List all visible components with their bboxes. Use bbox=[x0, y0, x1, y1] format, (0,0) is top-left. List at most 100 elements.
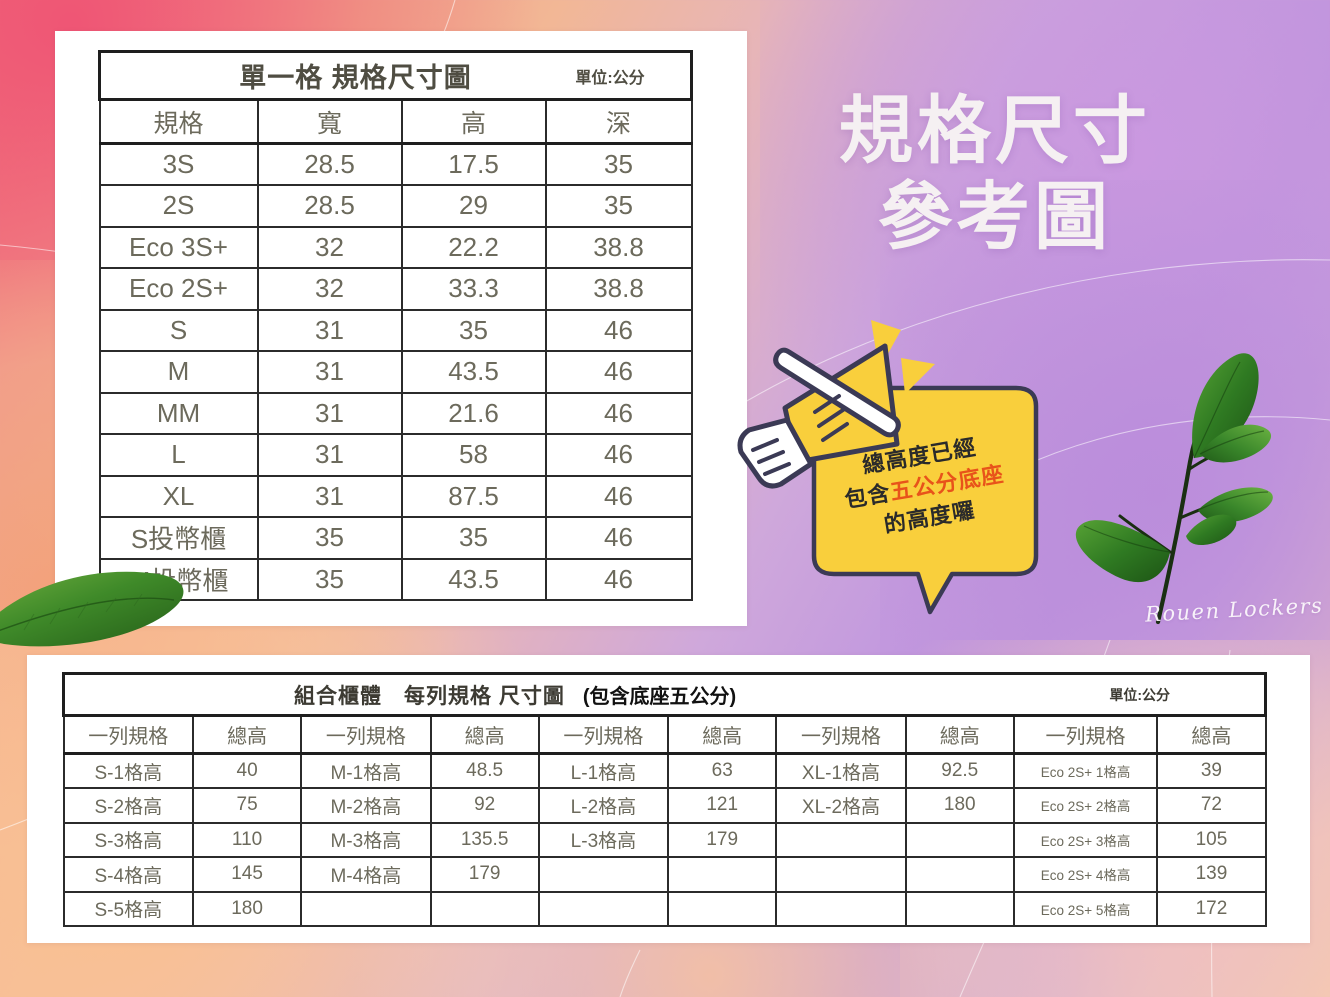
cell-height-xl bbox=[904, 890, 1015, 927]
cell-width: 28.5 bbox=[256, 184, 403, 228]
cell-height: 33.3 bbox=[400, 267, 547, 311]
column-header-total-height-5: 總高 bbox=[1156, 714, 1267, 755]
column-header-row-spec-4: 一列規格 bbox=[775, 714, 907, 755]
cell-width: 31 bbox=[256, 474, 403, 518]
combo-table-note: (包含底座五公分) bbox=[582, 686, 737, 708]
cell-spec-eco: Eco 2S+ 5格高 bbox=[1012, 890, 1159, 927]
cell-width: 35 bbox=[256, 557, 403, 601]
cell-width: 28.5 bbox=[256, 142, 403, 186]
cell-spec-xl: XL-2格高 bbox=[775, 787, 907, 824]
cell-depth: 35 bbox=[544, 142, 693, 186]
cell-spec-eco: Eco 2S+ 2格高 bbox=[1012, 787, 1159, 824]
single-cell-spec-table: 單一格 規格尺寸圖 單位:公分 規格 寬 高 深 3S 28.5 17.5 35 2S… bbox=[97, 50, 694, 601]
cell-spec: Eco 2S+ bbox=[98, 267, 259, 311]
cell-height-eco: 139 bbox=[1156, 856, 1267, 893]
cell-spec-xl bbox=[775, 890, 907, 927]
table-row: MM 31 21.6 46 bbox=[98, 391, 693, 435]
cell-spec-m bbox=[300, 890, 432, 927]
combined-cabinet-spec-table: 組合櫃體 每列規格 尺寸圖 (包含底座五公分) 單位:公分 一列規格 總高 一列… bbox=[62, 672, 1267, 927]
cell-height-l: 63 bbox=[667, 752, 778, 789]
table-row: XL 31 87.5 46 bbox=[98, 474, 693, 518]
cell-spec: S bbox=[98, 308, 259, 352]
cell-height: 17.5 bbox=[400, 142, 547, 186]
column-header-width: 寬 bbox=[256, 98, 403, 145]
cell-height-l bbox=[667, 856, 778, 893]
table-row: M 31 43.5 46 bbox=[98, 350, 693, 394]
cell-spec-m: M-3格高 bbox=[300, 821, 432, 858]
cell-height-m: 48.5 bbox=[429, 752, 540, 789]
combo-table-title: 組合櫃體 每列規格 尺寸圖 bbox=[294, 684, 565, 708]
cell-spec: MM bbox=[98, 391, 259, 435]
cell-spec-eco: Eco 2S+ 1格高 bbox=[1012, 752, 1159, 789]
cell-spec: L bbox=[98, 433, 259, 477]
cell-width: 31 bbox=[256, 308, 403, 352]
column-header-depth: 深 bbox=[544, 98, 693, 145]
cell-spec-l: L-3格高 bbox=[537, 821, 670, 858]
column-header-row-spec-2: 一列規格 bbox=[300, 714, 432, 755]
cell-height: 21.6 bbox=[400, 391, 547, 435]
cell-spec: XL bbox=[98, 474, 259, 518]
page-title-line2: 參考圖 bbox=[878, 175, 1112, 259]
cell-height-s: 40 bbox=[192, 752, 303, 789]
table-row: L 31 58 46 bbox=[98, 433, 693, 477]
cell-height-s: 145 bbox=[192, 856, 303, 893]
table-row: S投幣櫃 35 35 46 bbox=[98, 516, 693, 560]
column-header-total-height-2: 總高 bbox=[429, 714, 540, 755]
cell-height-eco: 172 bbox=[1156, 890, 1267, 927]
cell-width: 31 bbox=[256, 391, 403, 435]
cell-height: 29 bbox=[400, 184, 547, 228]
cell-height-eco: 39 bbox=[1156, 752, 1267, 789]
megaphone-icon bbox=[737, 320, 943, 489]
cell-height-m: 92 bbox=[429, 787, 540, 824]
cell-depth: 46 bbox=[544, 308, 693, 352]
cell-spec-s: S-4格高 bbox=[62, 856, 195, 893]
table-row: Eco 3S+ 32 22.2 38.8 bbox=[98, 225, 693, 269]
cell-depth: 46 bbox=[544, 391, 693, 435]
cell-height-eco: 105 bbox=[1156, 821, 1267, 858]
table-title-row: 單一格 規格尺寸圖 單位:公分 bbox=[97, 50, 694, 101]
cell-spec-m: M-4格高 bbox=[300, 856, 432, 893]
table-row: S-5格高 180 Eco 2S+ 5格高 172 bbox=[62, 890, 1267, 927]
cell-height: 43.5 bbox=[400, 350, 547, 394]
cell-spec-eco: Eco 2S+ 4格高 bbox=[1012, 856, 1159, 893]
cell-width: 35 bbox=[256, 516, 403, 560]
cell-height: 87.5 bbox=[400, 474, 547, 518]
table-row: S-4格高 145 M-4格高 179 Eco 2S+ 4格高 139 bbox=[62, 856, 1267, 893]
single-table-unit: 單位:公分 bbox=[575, 69, 645, 87]
table-header-row: 一列規格 總高 一列規格 總高 一列規格 總高 一列規格 總高 一列規格 總高 bbox=[62, 714, 1267, 755]
cell-height-xl bbox=[904, 821, 1015, 858]
leaf-decoration-left bbox=[0, 571, 184, 647]
cell-width: 31 bbox=[256, 433, 403, 477]
page-title: 規格尺寸 參考圖 bbox=[795, 91, 1195, 259]
column-header-total-height-4: 總高 bbox=[904, 714, 1015, 755]
cell-spec: 2S bbox=[98, 184, 259, 228]
cell-width: 32 bbox=[256, 225, 403, 269]
cell-height-l: 121 bbox=[667, 787, 778, 824]
column-header-spec: 規格 bbox=[98, 98, 259, 145]
table-row: S-3格高 110 M-3格高 135.5 L-3格高 179 Eco 2S+ … bbox=[62, 821, 1267, 858]
cell-height: 35 bbox=[400, 516, 547, 560]
cell-height-m: 135.5 bbox=[429, 821, 540, 858]
cell-spec-xl bbox=[775, 856, 907, 893]
table-row: S-1格高 40 M-1格高 48.5 L-1格高 63 XL-1格高 92.5… bbox=[62, 752, 1267, 789]
cell-height-l bbox=[667, 890, 778, 927]
table-row: S 31 35 46 bbox=[98, 308, 693, 352]
cell-spec-l: L-2格高 bbox=[537, 787, 670, 824]
cell-spec: M bbox=[98, 350, 259, 394]
cell-depth: 46 bbox=[544, 474, 693, 518]
cell-spec-eco: Eco 2S+ 3格高 bbox=[1012, 821, 1159, 858]
cell-height-s: 75 bbox=[192, 787, 303, 824]
column-header-row-spec-3: 一列規格 bbox=[537, 714, 670, 755]
cell-height-xl bbox=[904, 856, 1015, 893]
cell-spec: 3S bbox=[98, 142, 259, 186]
single-table-title: 單一格 規格尺寸圖 bbox=[239, 63, 472, 93]
cell-spec: Eco 3S+ bbox=[98, 225, 259, 269]
table-row: Eco 2S+ 32 33.3 38.8 bbox=[98, 267, 693, 311]
cell-width: 32 bbox=[256, 267, 403, 311]
column-header-total-height-1: 總高 bbox=[192, 714, 303, 755]
table-row: S-2格高 75 M-2格高 92 L-2格高 121 XL-2格高 180 E… bbox=[62, 787, 1267, 824]
cell-depth: 38.8 bbox=[544, 225, 693, 269]
table-header-row: 規格 寬 高 深 bbox=[98, 98, 693, 145]
column-header-row-spec-5: 一列規格 bbox=[1012, 714, 1159, 755]
cell-depth: 46 bbox=[544, 557, 693, 601]
